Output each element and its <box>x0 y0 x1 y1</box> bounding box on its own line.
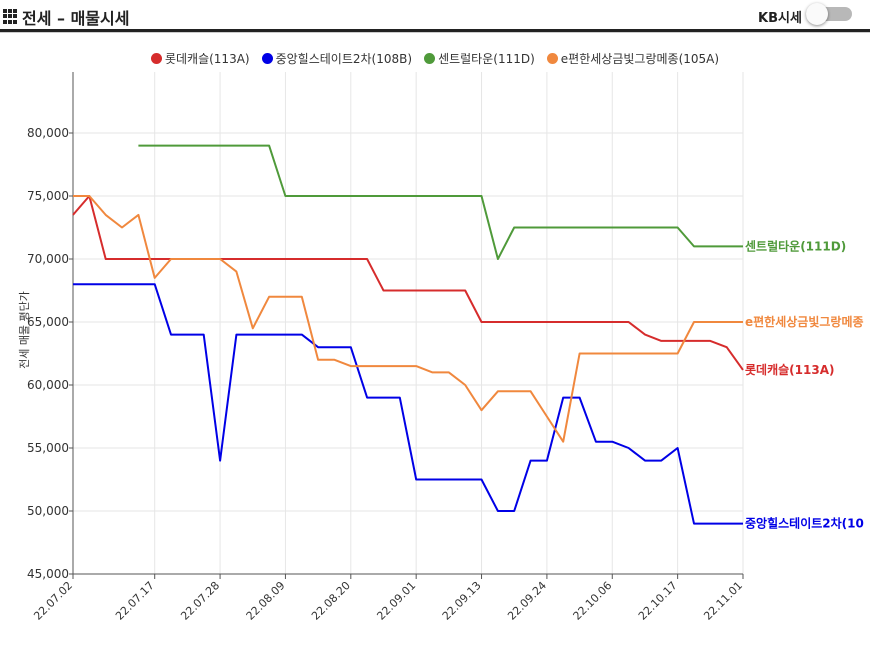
series-line-3 <box>73 195 743 443</box>
grid-menu-icon[interactable] <box>3 9 18 24</box>
legend-item-0[interactable]: 롯데캐슬(113A) <box>150 50 250 67</box>
toggle-knob[interactable] <box>806 3 828 25</box>
header-bar: 전세 – 매물시세 KB시세 <box>0 0 870 30</box>
x-tick-label: 22.09.01 <box>374 579 418 623</box>
kb-toggle-switch[interactable] <box>806 3 852 25</box>
y-tick-label: 70,000 <box>27 252 69 266</box>
legend-item-3[interactable]: e편한세상금빛그랑메종(105A) <box>546 50 720 67</box>
legend-label: 중앙힐스테이트2차(108B) <box>275 52 413 66</box>
legend-item-2[interactable]: 센트럴타운(111D) <box>424 50 535 67</box>
y-tick-label: 60,000 <box>27 378 69 392</box>
y-tick-label: 55,000 <box>27 441 69 455</box>
series-end-label-1: 중앙힐스테이트2차(10 <box>745 516 864 531</box>
x-tick-label: 22.07.02 <box>31 579 75 623</box>
y-tick-label: 50,000 <box>27 504 69 518</box>
series-end-label-2: 센트럴타운(111D) <box>745 238 846 253</box>
series-line-1 <box>73 283 743 525</box>
page-title: 전세 – 매물시세 <box>22 9 130 28</box>
y-tick-label: 80,000 <box>27 126 69 140</box>
legend-label: 롯데캐슬(113A) <box>164 52 250 66</box>
series-line-2 <box>138 144 743 260</box>
x-tick-label: 22.09.24 <box>505 579 549 623</box>
series-end-label-3: e편한세상금빛그랑메종 <box>745 314 864 329</box>
chart-legend: 롯데캐슬(113A) 중앙힐스테이트2차(108B) 센트럴타운(111D) e편한세… <box>0 50 870 67</box>
legend-swatch-icon <box>150 53 162 64</box>
legend-swatch-icon <box>546 53 558 64</box>
y-axis-title: 전세 매물 평단가 <box>18 291 31 369</box>
y-tick-label: 65,000 <box>27 315 69 329</box>
x-tick-label: 22.08.20 <box>309 579 353 623</box>
series-line-0 <box>72 195 744 371</box>
x-tick-label: 22.07.28 <box>178 579 222 623</box>
header-divider <box>0 29 870 32</box>
legend-item-1[interactable]: 중앙힐스테이트2차(108B) <box>261 50 413 67</box>
legend-label: 센트럴타운(111D) <box>438 52 535 66</box>
legend-swatch-icon <box>424 53 436 64</box>
x-tick-label: 22.07.17 <box>113 579 157 623</box>
x-tick-label: 22.10.17 <box>636 579 680 623</box>
legend-swatch-icon <box>261 53 273 64</box>
header-divider-shadow <box>0 32 870 33</box>
x-tick-label: 22.10.06 <box>571 579 615 623</box>
series-end-label-0: 롯데캐슬(113A) <box>745 362 834 377</box>
x-tick-label: 22.09.13 <box>440 579 484 623</box>
legend-label: e편한세상금빛그랑메종(105A) <box>560 52 720 66</box>
y-tick-label: 45,000 <box>27 567 69 581</box>
x-tick-label: 22.11.01 <box>701 579 745 623</box>
x-tick-label: 22.08.09 <box>244 579 288 623</box>
kb-toggle-label: KB시세 <box>758 11 802 26</box>
y-tick-label: 75,000 <box>27 189 69 203</box>
